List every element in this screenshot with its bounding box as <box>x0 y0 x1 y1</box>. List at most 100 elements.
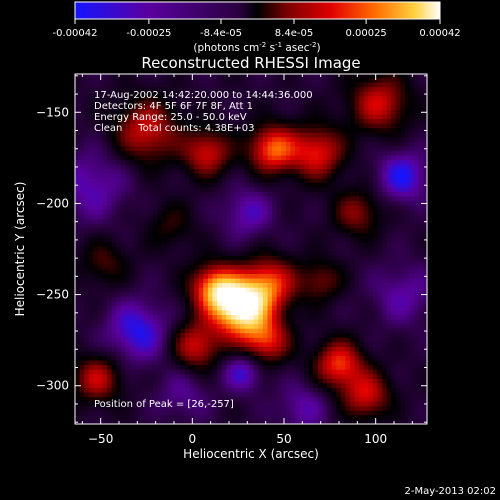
heatmap-cell <box>281 86 287 92</box>
heatmap-cell <box>102 364 108 370</box>
heatmap-cell <box>217 287 223 293</box>
heatmap-cell <box>313 291 319 297</box>
heatmap-cell <box>363 341 369 347</box>
heatmap-cell <box>322 187 328 192</box>
heatmap-cell <box>253 155 259 161</box>
heatmap-cell <box>285 278 291 284</box>
heatmap-cell <box>139 209 145 215</box>
heatmap-cell <box>152 246 158 252</box>
heatmap-cell <box>111 218 117 224</box>
heatmap-cell <box>253 86 259 92</box>
heatmap-cell <box>327 74 333 79</box>
heatmap-cell <box>235 196 241 202</box>
heatmap-cell <box>363 232 369 238</box>
heatmap-cell <box>143 182 149 188</box>
heatmap-cell <box>336 150 342 156</box>
heatmap-cell <box>244 114 250 120</box>
heatmap-cell <box>120 319 126 325</box>
heatmap-cell <box>130 355 135 361</box>
heatmap-cell <box>230 100 236 106</box>
heatmap-cell <box>203 100 209 106</box>
heatmap-cell <box>171 264 177 270</box>
heatmap-cell <box>139 278 145 284</box>
heatmap-cell <box>180 127 186 133</box>
heatmap-cell <box>203 269 209 275</box>
heatmap-cell <box>152 150 158 156</box>
heatmap-cell <box>244 159 250 165</box>
heatmap-cell <box>331 146 337 151</box>
heatmap-cell <box>175 223 181 229</box>
heatmap-cell <box>148 237 154 243</box>
heatmap-cell <box>189 314 195 320</box>
heatmap-cell <box>249 209 255 215</box>
heatmap-cell <box>79 91 85 97</box>
heatmap-cell <box>299 287 305 293</box>
heatmap-cell <box>317 291 323 297</box>
heatmap-cell <box>313 86 319 92</box>
heatmap-cell <box>235 232 241 238</box>
heatmap-cell <box>157 136 163 142</box>
heatmap-cell <box>308 136 314 142</box>
heatmap-cell <box>336 196 342 202</box>
heatmap-cell <box>207 282 213 288</box>
heatmap-cell <box>226 341 232 347</box>
heatmap-cell <box>276 373 282 379</box>
heatmap-cell <box>317 191 323 197</box>
heatmap-cell <box>308 91 314 97</box>
heatmap-cell <box>148 209 154 215</box>
heatmap-cell <box>253 378 259 384</box>
heatmap-cell <box>157 118 163 124</box>
heatmap-cell <box>295 314 300 320</box>
heatmap-cell <box>120 136 126 142</box>
heatmap-cell <box>253 146 259 151</box>
heatmap-cell <box>88 414 94 420</box>
heatmap-cell <box>304 250 310 256</box>
heatmap-cell <box>262 341 268 347</box>
heatmap-cell <box>230 300 236 306</box>
heatmap-cell <box>157 419 163 424</box>
heatmap-cell <box>88 282 94 288</box>
heatmap-cell <box>368 328 374 334</box>
heatmap-cell <box>194 328 200 334</box>
heatmap-cell <box>336 328 342 334</box>
heatmap-cell <box>221 355 227 361</box>
heatmap-cell <box>198 364 204 370</box>
heatmap-cell <box>249 228 255 233</box>
heatmap-cell <box>111 405 117 411</box>
heatmap-cell <box>235 291 241 297</box>
heatmap-cell <box>79 114 85 120</box>
heatmap-cell <box>327 232 333 238</box>
heatmap-cell <box>295 177 300 183</box>
heatmap-cell <box>285 296 291 302</box>
heatmap-cell <box>354 82 360 88</box>
heatmap-cell <box>203 232 209 238</box>
heatmap-cell <box>340 214 346 220</box>
heatmap-cell <box>217 127 223 133</box>
heatmap-cell <box>221 259 227 265</box>
heatmap-cell <box>203 196 209 202</box>
heatmap-cell <box>240 91 245 97</box>
heatmap-cell <box>212 346 218 352</box>
heatmap-cell <box>171 410 177 416</box>
heatmap-cell <box>171 382 177 388</box>
heatmap-cell <box>185 373 190 379</box>
heatmap-cell <box>189 150 195 156</box>
heatmap-cell <box>75 77 80 83</box>
heatmap-cell <box>198 310 204 316</box>
heatmap-cell <box>317 360 323 366</box>
heatmap-cell <box>304 114 310 120</box>
heatmap-cell <box>171 155 177 161</box>
heatmap-cell <box>130 319 135 325</box>
heatmap-cell <box>217 378 223 384</box>
heatmap-cell <box>166 346 172 352</box>
heatmap-cell <box>267 269 273 275</box>
heatmap-cell <box>175 401 181 407</box>
heatmap-cell <box>125 109 131 115</box>
heatmap-cell <box>175 369 181 375</box>
heatmap-cell <box>171 118 177 124</box>
heatmap-cell <box>185 196 190 202</box>
heatmap-cell <box>230 209 236 215</box>
heatmap-cell <box>267 392 273 398</box>
heatmap-cell <box>157 264 163 270</box>
heatmap-cell <box>267 341 273 347</box>
